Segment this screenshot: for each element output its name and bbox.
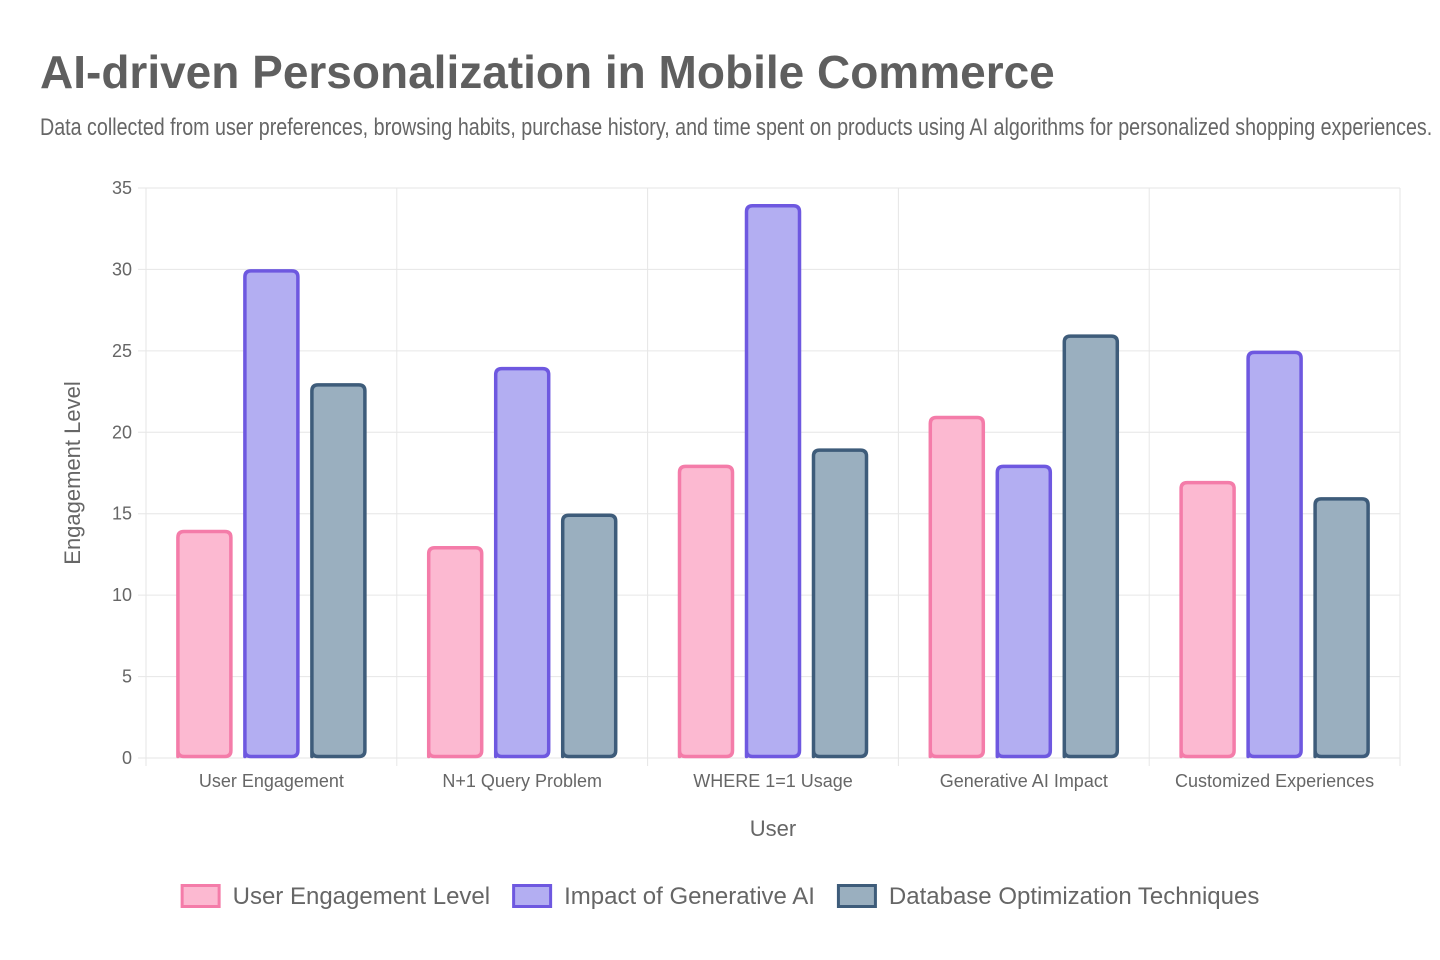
bar-user-engagement-level-4 [1179, 480, 1236, 759]
bar-database-optimization-techniques-0 [310, 383, 367, 759]
legend-swatch [512, 884, 553, 908]
y-tick-label: 5 [122, 667, 132, 687]
bar-impact-of-generative-ai-2 [744, 204, 802, 759]
chart-subtitle: Data collected from user preferences, br… [40, 114, 1433, 141]
legend-label: Database Optimization Techniques [889, 883, 1259, 910]
y-tick-label: 0 [122, 748, 132, 768]
bar-impact-of-generative-ai-4 [1246, 350, 1303, 759]
bar-database-optimization-techniques-2 [811, 448, 869, 759]
bar-database-optimization-techniques-4 [1313, 497, 1370, 759]
bar-impact-of-generative-ai-3 [995, 464, 1053, 759]
bar-user-engagement-level-3 [928, 415, 986, 759]
y-tick-label: 15 [112, 504, 132, 524]
x-tick-label: Customized Experiences [1175, 771, 1374, 791]
y-tick-label: 25 [112, 341, 132, 361]
legend-label: Impact of Generative AI [564, 883, 815, 910]
bar-user-engagement-level-1 [426, 546, 484, 759]
y-axis-title: Engagement Level [60, 381, 85, 564]
x-axis-title: User [750, 816, 796, 841]
y-tick-label: 30 [112, 259, 132, 279]
x-tick-label: User Engagement [199, 771, 344, 791]
x-tick-label: N+1 Query Problem [442, 771, 602, 791]
legend-label: User Engagement Level [233, 883, 490, 910]
chart-title: AI-driven Personalization in Mobile Comm… [40, 46, 1055, 98]
y-tick-label: 20 [112, 422, 132, 442]
bar-database-optimization-techniques-3 [1062, 334, 1120, 759]
y-tick-label: 10 [112, 585, 132, 605]
legend-swatch [180, 884, 221, 908]
bar-user-engagement-level-2 [677, 464, 735, 759]
bar-database-optimization-techniques-1 [560, 513, 618, 759]
x-tick-label: Generative AI Impact [940, 771, 1108, 791]
x-tick-label: WHERE 1=1 Usage [693, 771, 853, 791]
y-tick-label: 35 [112, 178, 132, 198]
legend-swatch [836, 884, 877, 908]
bar-impact-of-generative-ai-0 [243, 269, 300, 759]
bar-user-engagement-level-0 [176, 529, 233, 759]
bar-impact-of-generative-ai-1 [493, 366, 551, 759]
